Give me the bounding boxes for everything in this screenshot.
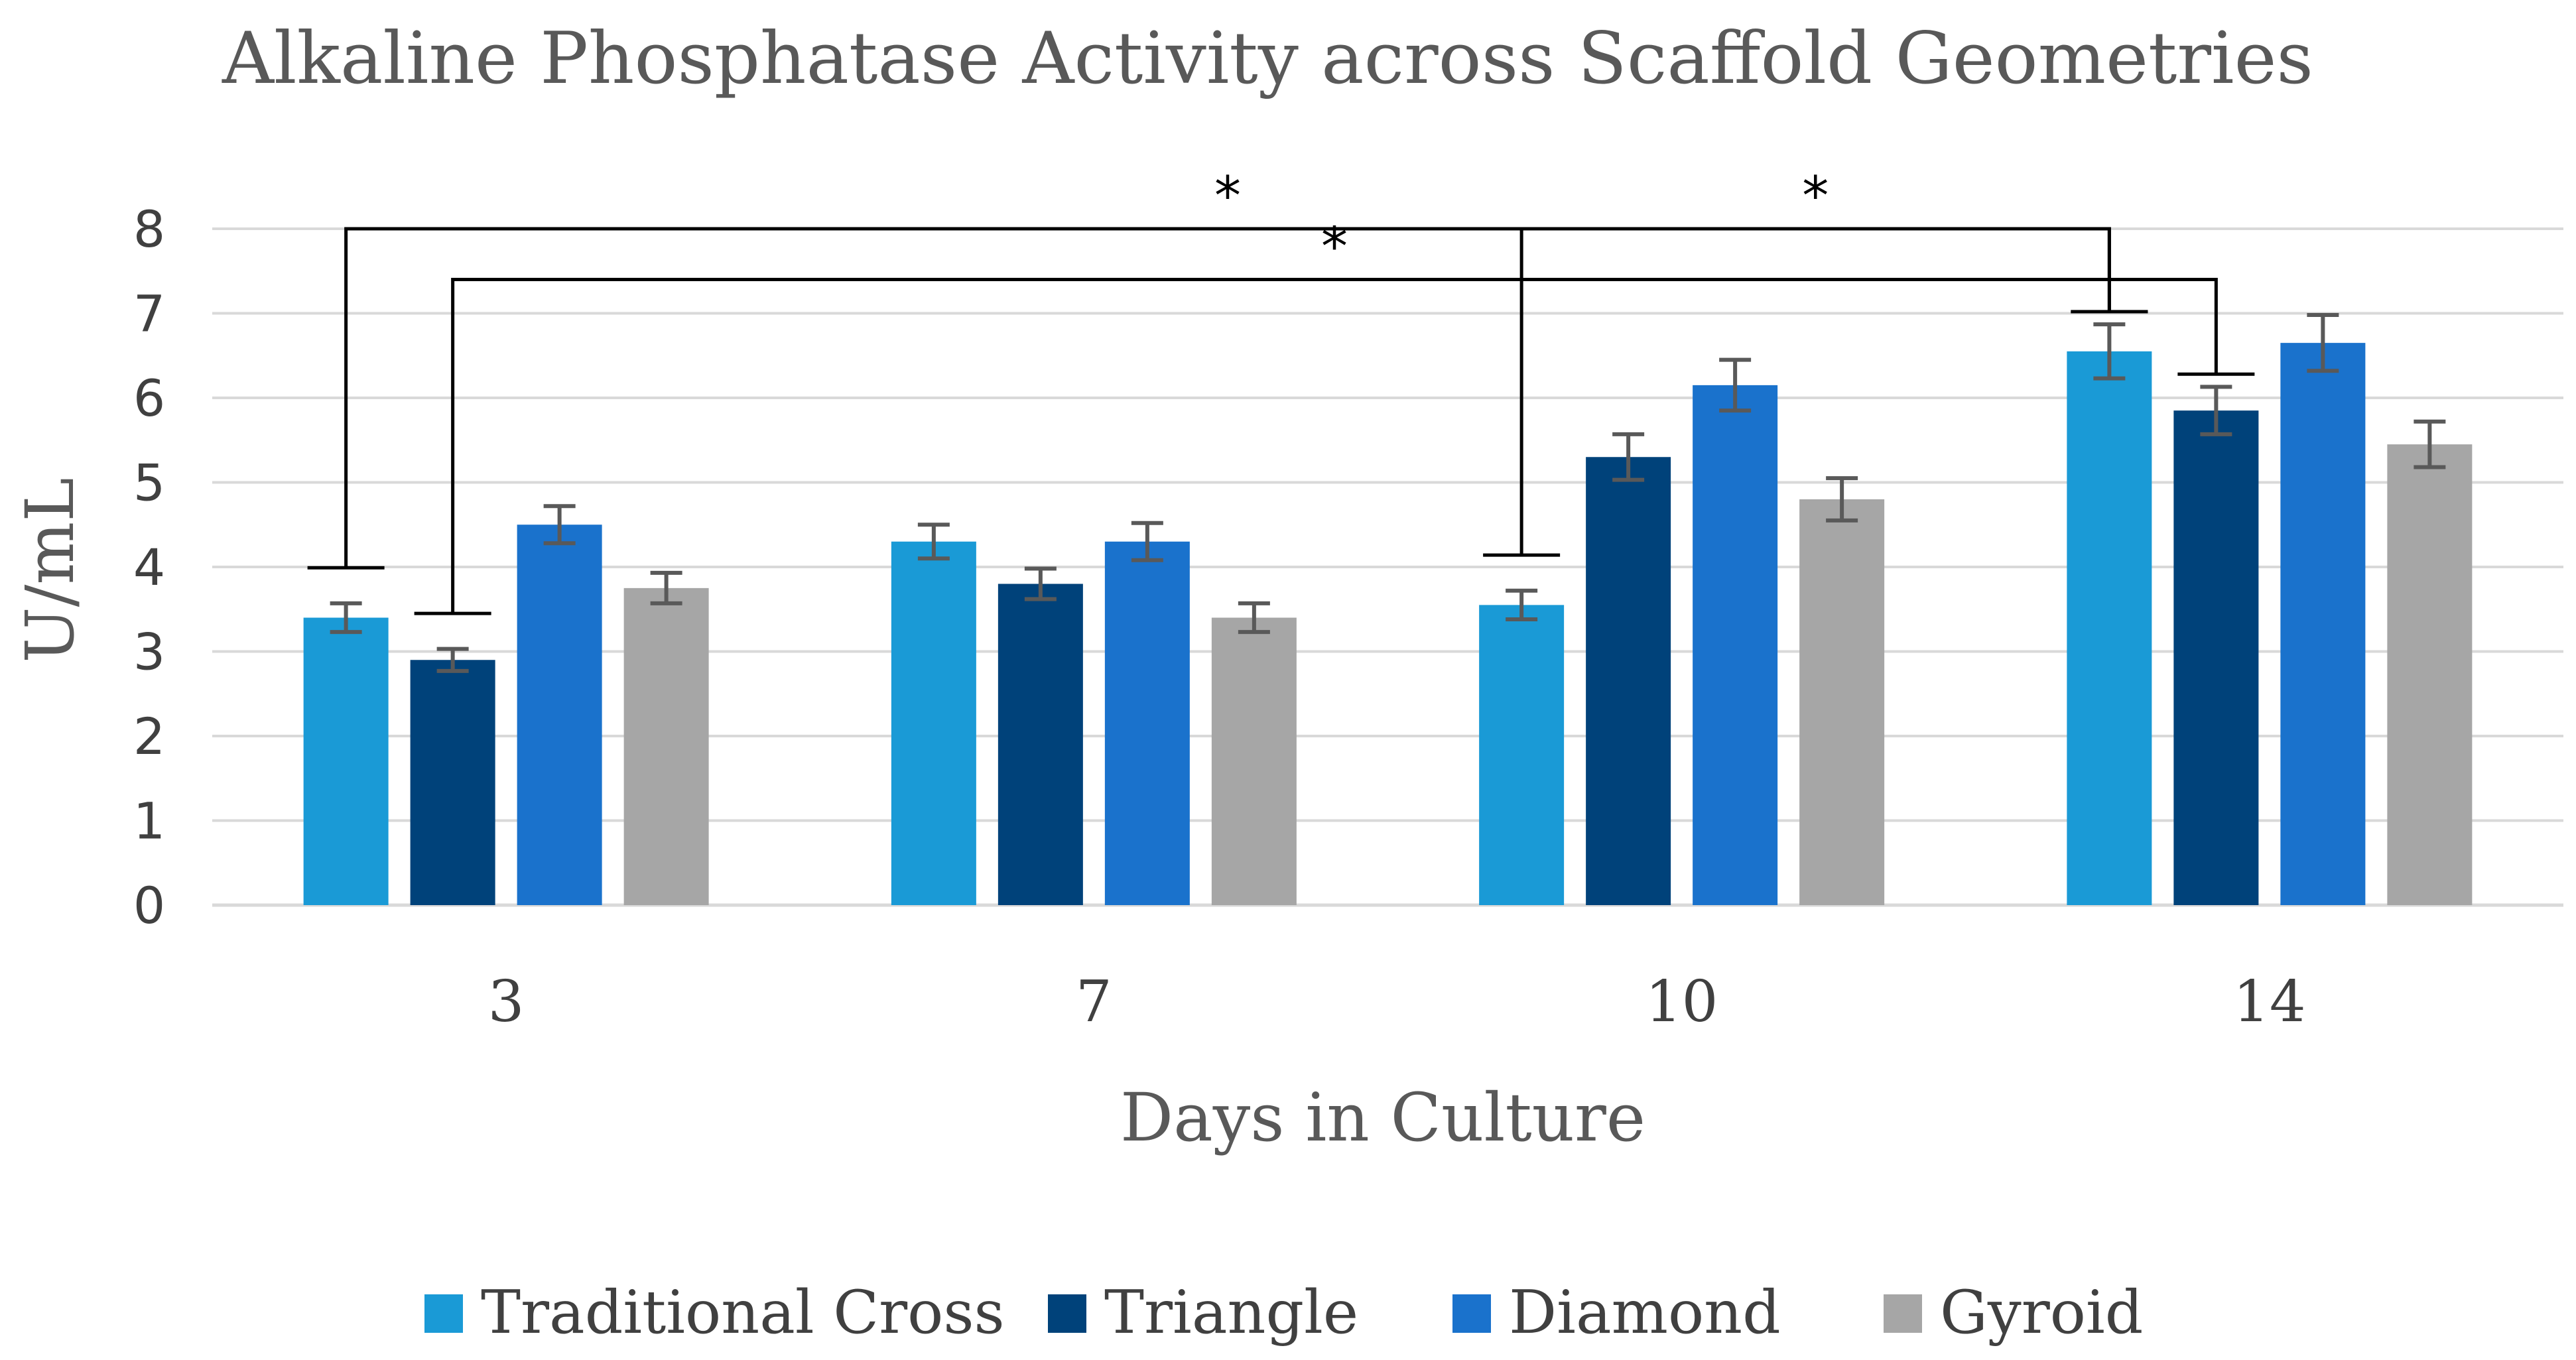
legend-label: Gyroid	[1940, 1278, 2143, 1347]
y-tick-label: 1	[133, 792, 165, 851]
bar	[303, 617, 389, 905]
legend-swatch	[1048, 1294, 1086, 1333]
legend-swatch	[1452, 1294, 1491, 1333]
bar	[623, 587, 709, 905]
bar	[2387, 444, 2473, 905]
error-bar	[2093, 322, 2126, 381]
bar	[2280, 343, 2366, 905]
y-tick-label: 8	[133, 200, 165, 259]
error-bar	[2414, 419, 2446, 469]
error-bar	[543, 504, 576, 546]
y-axis-title: U/mL	[11, 477, 89, 662]
bar	[1479, 605, 1565, 905]
significance-star: *	[1214, 165, 1241, 227]
significance-brackets: * * *	[307, 165, 2255, 615]
significance-bracket	[1483, 227, 2148, 557]
bar	[1586, 457, 1671, 905]
y-tick-label: 3	[133, 623, 165, 682]
bar	[517, 525, 602, 905]
legend-swatch	[1884, 1294, 1922, 1333]
error-bar	[650, 570, 682, 605]
bar	[891, 541, 976, 905]
x-axis-categories: 3 7 10 14	[488, 969, 2306, 1035]
legend-label: Diamond	[1509, 1278, 1781, 1347]
x-tick-label: 10	[1645, 969, 1718, 1035]
error-bar	[1131, 521, 1163, 562]
error-bar	[1024, 566, 1057, 601]
error-bar	[1826, 476, 1858, 523]
error-bar	[1506, 588, 1538, 622]
y-tick-label: 2	[133, 707, 165, 766]
error-bars	[330, 313, 2446, 673]
significance-star: *	[1321, 216, 1348, 278]
y-tick-label: 6	[133, 369, 165, 428]
significance-bracket	[414, 278, 2255, 615]
legend-label: Traditional Cross	[481, 1278, 1005, 1347]
bar	[998, 584, 1083, 905]
bar	[1211, 617, 1297, 905]
chart-title: Alkaline Phosphatase Activity across Sca…	[222, 17, 2313, 100]
bar	[1104, 541, 1190, 905]
significance-star: *	[1802, 165, 1829, 227]
error-bar	[1719, 357, 1752, 413]
y-tick-label: 4	[133, 538, 165, 597]
error-bar	[2200, 385, 2232, 436]
x-tick-label: 14	[2233, 969, 2305, 1035]
y-axis-ticks: 0 1 2 3 4 5 6 7 8	[133, 200, 165, 935]
error-bar	[917, 523, 950, 561]
error-bar	[1612, 432, 1645, 482]
x-tick-label: 3	[488, 969, 525, 1035]
y-tick-label: 7	[133, 284, 165, 343]
error-bar	[1238, 601, 1270, 635]
error-bar	[2307, 313, 2339, 373]
bar	[1693, 385, 1778, 905]
y-tick-label: 0	[133, 876, 165, 935]
bar	[1799, 499, 1885, 905]
bar	[410, 660, 495, 905]
x-axis-title: Days in Culture	[1120, 1079, 1645, 1156]
x-tick-label: 7	[1076, 969, 1112, 1035]
error-bar	[436, 647, 469, 673]
bar	[2067, 351, 2152, 905]
error-bar	[330, 601, 362, 635]
legend-label: Triangle	[1104, 1278, 1358, 1347]
y-tick-label: 5	[133, 454, 165, 513]
bar	[2173, 410, 2259, 905]
legend-swatch	[424, 1294, 463, 1333]
bars	[303, 343, 2473, 905]
legend: Traditional Cross Triangle Diamond Gyroid	[424, 1278, 2143, 1347]
